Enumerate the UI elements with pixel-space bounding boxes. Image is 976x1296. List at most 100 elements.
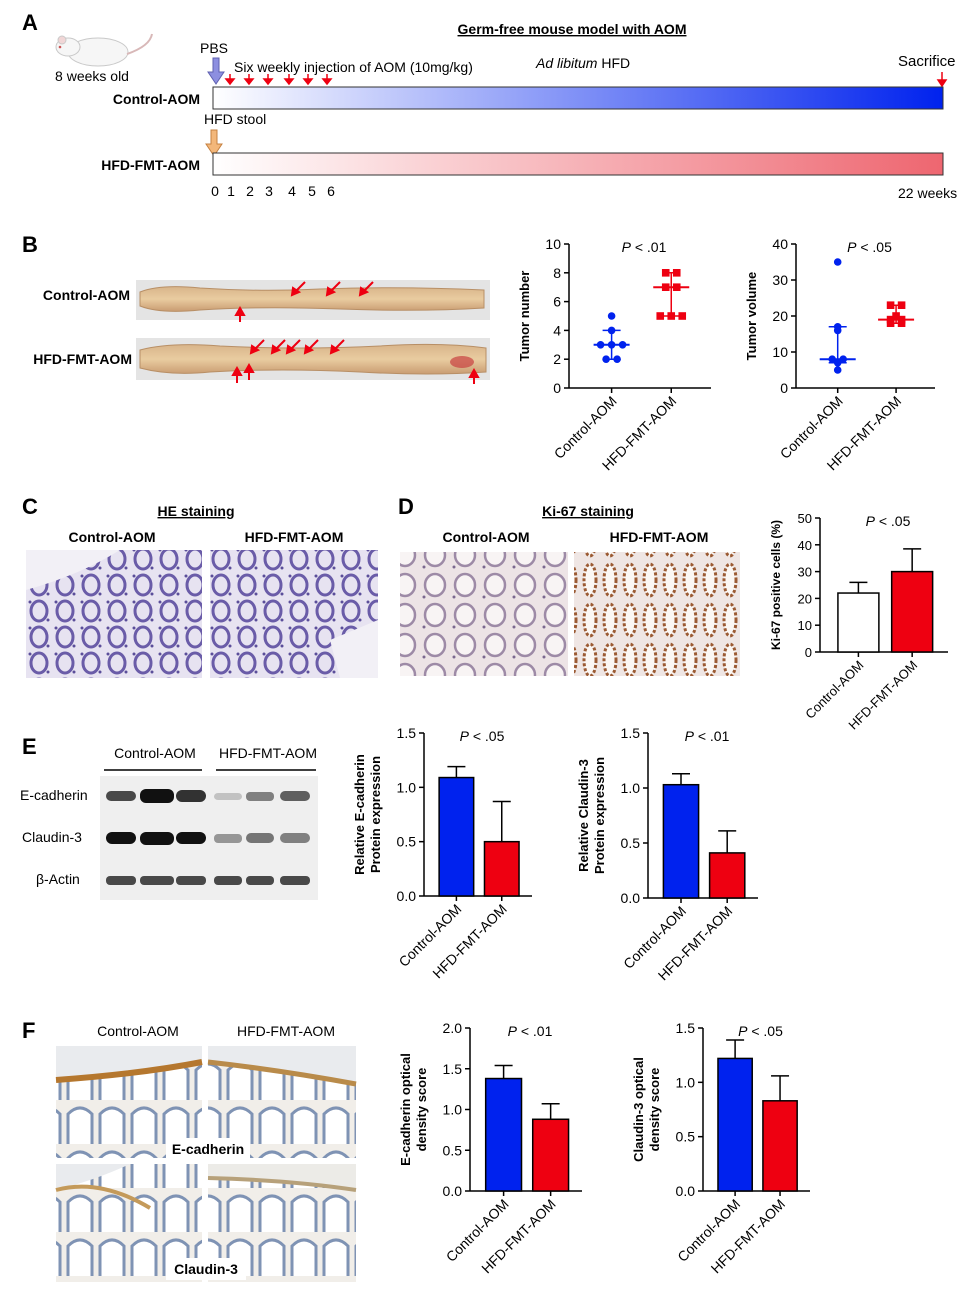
chart-ecadherin-protein: 0.0 0.5 1.0 1.5 Relative E-cadherin Protein e… [352, 725, 532, 981]
data-point [607, 312, 616, 320]
y-tick-label: 2 [553, 351, 561, 367]
end-week-label: 22 weeks [898, 185, 957, 201]
panel-a-title: Germ-free mouse model with AOM [458, 21, 687, 37]
y-tick-label: 1.0 [443, 1102, 463, 1118]
y-tick-label: 10 [798, 618, 812, 633]
panel-letter-d: D [398, 494, 414, 519]
data-point [833, 258, 842, 266]
band-label-actin: β-Actin [36, 871, 80, 887]
he-label-hfd: HFD-FMT-AOM [245, 529, 344, 545]
y-tick-label: 1.5 [676, 1020, 696, 1036]
y-tick-label: 40 [772, 236, 788, 252]
svg-text:3: 3 [265, 183, 273, 199]
p-value-label: P < .05 [847, 239, 892, 255]
p-value-label: P < .05 [460, 728, 505, 744]
colon-label-control: Control-AOM [43, 287, 130, 303]
panel-letter-a: A [22, 10, 38, 35]
data-point [656, 312, 665, 320]
y-tick-label: 0.0 [397, 888, 417, 904]
y-tick-label: 8 [553, 265, 561, 281]
y-tick-label: 0 [780, 380, 788, 396]
band-label-claudin3: Claudin-3 [22, 829, 82, 845]
panel-letter-f: F [22, 1018, 35, 1043]
bar [837, 592, 880, 653]
hfd-stool-label: HFD stool [204, 111, 266, 127]
svg-text:4: 4 [288, 183, 296, 199]
y-tick-label: 50 [798, 511, 812, 526]
ihc-label-control: Control-AOM [97, 1023, 179, 1039]
stool-arrow-icon [205, 129, 223, 157]
panel-letter-e: E [22, 734, 37, 759]
y-tick-label: 6 [553, 294, 561, 310]
svg-text:6: 6 [327, 183, 335, 199]
y-tick-label: 1.0 [676, 1074, 696, 1090]
y-tick-label: 0 [805, 645, 812, 660]
y-axis-label: E-cadherin optical [398, 1053, 413, 1166]
svg-text:1: 1 [227, 183, 235, 199]
y-axis-label: Protein expression [368, 756, 383, 873]
y-axis-label: Protein expression [592, 757, 607, 874]
y-tick-label: 20 [772, 308, 788, 324]
y-tick-label: 1.5 [621, 725, 641, 741]
p-value-label: P < .01 [508, 1023, 553, 1039]
y-tick-label: 1.5 [443, 1061, 463, 1077]
y-tick-label: 0.0 [443, 1183, 463, 1199]
he-label-control: Control-AOM [68, 529, 155, 545]
y-axis-label: Claudin-3 optical [631, 1057, 646, 1162]
y-axis-label: Relative Claudin-3 [576, 759, 591, 872]
injection-arrows [224, 74, 333, 86]
sacrifice-arrow-icon [936, 72, 948, 88]
y-tick-label: 10 [772, 344, 788, 360]
bar [438, 776, 475, 897]
he-image-hfd-lumen [330, 620, 378, 678]
bar [662, 783, 700, 899]
mouse-illustration [55, 33, 153, 67]
chart-claudin3-protein: 0.0 0.5 1.0 1.5 Relative Claudin-3 Protein ex… [576, 725, 758, 983]
y-tick-label: 1.0 [621, 780, 641, 796]
timeline-bar-control [212, 86, 944, 110]
ihc-label-hfd: HFD-FMT-AOM [237, 1023, 335, 1039]
panel-c-title: HE staining [157, 503, 234, 519]
y-axis-label: density score [647, 1068, 662, 1152]
svg-text:2: 2 [246, 183, 254, 199]
timeline-label-control: Control-AOM [113, 91, 200, 107]
y-tick-label: 0.5 [676, 1129, 696, 1145]
p-value-label: P < .05 [866, 513, 911, 529]
band-label-ecadherin: E-cadherin [20, 787, 88, 803]
ihc-images [55, 1046, 357, 1282]
y-axis-label: Relative E-cadherin [352, 754, 367, 875]
ihc-tag-ecadherin: E-cadherin [172, 1141, 244, 1157]
y-tick-label: 0.5 [621, 835, 641, 851]
bar [890, 570, 934, 653]
ki67-image-control [400, 552, 568, 676]
ki67-label-hfd: HFD-FMT-AOM [610, 529, 709, 545]
p-value-label: P < .01 [685, 728, 730, 744]
p-value-label: P < .01 [622, 239, 667, 255]
timeline-bar-hfd [212, 152, 944, 176]
y-axis-label: Tumor number [517, 271, 532, 362]
ki67-label-control: Control-AOM [442, 529, 529, 545]
y-tick-label: 4 [553, 322, 561, 338]
bar [483, 840, 520, 897]
y-tick-label: 0.0 [621, 890, 641, 906]
bar [717, 1057, 753, 1192]
pbs-arrow-icon [207, 57, 225, 85]
y-tick-label: 20 [798, 591, 812, 606]
chart-ecadherin-optical-density: 0.0 0.5 1.0 1.5 2.0 E-cadherin optical density… [398, 1020, 582, 1276]
y-tick-label: 10 [545, 236, 561, 252]
mouse-age-label: 8 weeks old [55, 68, 129, 84]
bar [531, 1118, 570, 1192]
data-point [678, 312, 687, 320]
colon-photo-control [136, 280, 490, 320]
panel-d-title: Ki-67 staining [542, 503, 634, 519]
y-tick-label: 0.5 [397, 834, 417, 850]
y-tick-label: 0.5 [443, 1142, 463, 1158]
y-tick-label: 1.5 [397, 725, 417, 741]
panel-letter-c: C [22, 494, 38, 519]
y-tick-label: 1.0 [397, 779, 417, 795]
blot-label-control: Control-AOM [114, 745, 196, 761]
bar [484, 1077, 523, 1192]
blot-label-hfd: HFD-FMT-AOM [219, 745, 317, 761]
y-axis-label: Tumor volume [744, 272, 759, 361]
